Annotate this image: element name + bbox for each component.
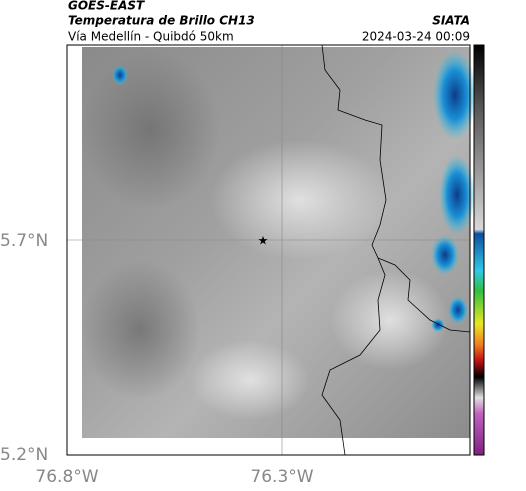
datetime: 2024-03-24 00:09 bbox=[362, 30, 470, 44]
border bbox=[321, 257, 386, 456]
cold-cloud bbox=[112, 65, 128, 85]
cold-cloud bbox=[431, 318, 445, 332]
marker-star: ★ bbox=[258, 234, 269, 248]
subtitle: Temperatura de Brillo CH13 bbox=[68, 14, 255, 28]
colorbar-scale bbox=[473, 44, 485, 456]
lon-label: 76.8°W bbox=[35, 467, 98, 487]
border bbox=[321, 44, 471, 333]
cold-cloud bbox=[431, 235, 459, 275]
cloud bbox=[330, 270, 450, 370]
lat-label: 5.2°N bbox=[0, 445, 48, 465]
cold-cloud bbox=[433, 50, 477, 140]
cloud bbox=[210, 140, 390, 260]
cold-cloud bbox=[448, 296, 468, 324]
map-frame bbox=[66, 44, 471, 456]
cloud bbox=[190, 340, 310, 420]
cloud bbox=[80, 50, 220, 210]
source: SIATA bbox=[432, 14, 470, 28]
title: GOES-EAST bbox=[68, 0, 145, 13]
location: Vía Medellín - Quibdó 50km bbox=[68, 30, 234, 44]
cloud bbox=[80, 260, 200, 400]
cold-cloud bbox=[439, 155, 475, 235]
colorbar bbox=[473, 44, 485, 456]
lon-label: 76.3°W bbox=[250, 467, 313, 487]
map: ★ bbox=[66, 44, 477, 456]
lat-label: 5.7°N bbox=[0, 231, 48, 251]
